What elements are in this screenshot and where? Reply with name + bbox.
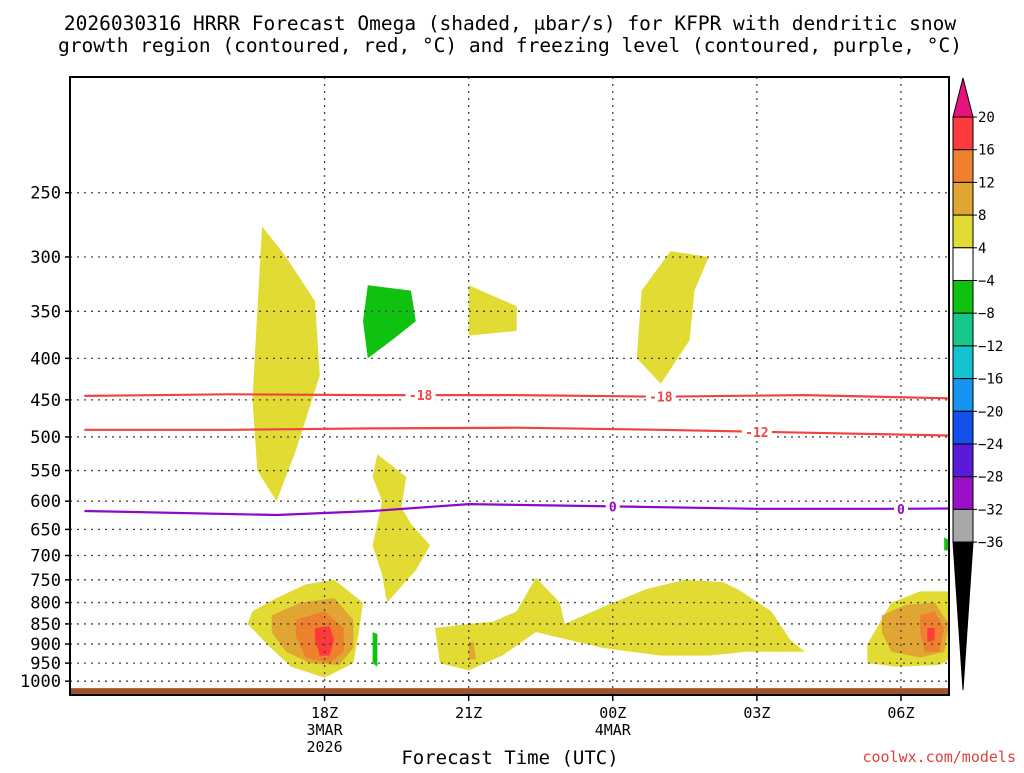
contour-label-background — [405, 388, 436, 403]
colorbar-swatch — [952, 378, 974, 412]
ground-surface — [70, 688, 949, 695]
colorbar-label: 12 — [978, 175, 995, 191]
x-tick-label: 00Z — [599, 704, 626, 722]
colorbar-label: −24 — [978, 437, 1003, 453]
x-tick-label: 18Z — [311, 704, 338, 722]
x-tick-label: 03Z — [743, 704, 770, 722]
colorbar-swatch — [952, 181, 974, 216]
colorbar-swatch — [952, 280, 974, 314]
y-tick-label: 950 — [30, 654, 61, 674]
contour-label-background — [645, 389, 676, 404]
colorbar-lower-triangle — [952, 541, 974, 691]
colorbar-swatch — [952, 116, 974, 151]
omega-colorbar: 20 16 12 8 4 −4 −8 −12 −16 −20 −24 −28 −32 −36 — [952, 77, 1003, 691]
y-tick-label: 300 — [30, 248, 61, 268]
y-tick-label: 550 — [30, 462, 61, 482]
colorbar-swatch — [952, 476, 974, 510]
colorbar-swatch — [952, 508, 974, 543]
x-tick-label: 21Z — [455, 704, 482, 722]
omega-region — [435, 577, 805, 671]
x-tick-label: 2026 — [307, 738, 343, 756]
y-tick-label: 400 — [30, 349, 61, 369]
contour-line — [84, 502, 949, 517]
chart-title-line-2: growth region (contoured, red, °C) and f… — [58, 34, 962, 57]
credit-text: coolwx.com/models — [862, 748, 1016, 766]
colorbar-label: −36 — [978, 535, 1003, 551]
y-tick-label: 800 — [30, 594, 61, 614]
y-tick-label: 600 — [30, 492, 61, 512]
omega-region — [252, 226, 320, 502]
colorbar-swatch — [952, 149, 974, 183]
omega-region — [636, 251, 709, 384]
contour-label-background — [741, 424, 772, 439]
omega-region — [468, 285, 517, 336]
colorbar-swatch — [952, 214, 974, 249]
colorbar-swatch — [952, 345, 974, 380]
colorbar-label: 8 — [978, 208, 986, 224]
y-tick-label: 900 — [30, 635, 61, 655]
plot-background — [70, 77, 949, 695]
colorbar-label: −4 — [978, 274, 995, 290]
y-tick-label: 350 — [30, 302, 61, 322]
contour-label: 0 — [609, 500, 617, 515]
colorbar-swatch — [952, 443, 974, 478]
contour-label: -12 — [745, 426, 768, 441]
colorbar-swatch — [952, 410, 974, 445]
colorbar-label: −8 — [978, 306, 995, 322]
y-tick-label: 450 — [30, 391, 61, 411]
contour-label-background — [893, 501, 908, 516]
colorbar-label: −16 — [978, 372, 1003, 388]
x-tick-label: 4MAR — [595, 721, 632, 739]
y-tick-label: 500 — [30, 428, 61, 448]
colorbar-label: −12 — [978, 339, 1003, 355]
colorbar-label: 16 — [978, 143, 995, 159]
y-tick-label: 750 — [30, 571, 61, 591]
omega-region — [987, 598, 1021, 654]
x-tick-label: 06Z — [887, 704, 914, 722]
omega-region — [944, 537, 949, 551]
y-tick-label: 850 — [30, 615, 61, 635]
y-tick-label: 700 — [30, 547, 61, 567]
contour-label: -18 — [649, 391, 673, 406]
omega-region — [372, 632, 378, 667]
contour-label: -18 — [409, 389, 433, 404]
y-tick-label: 250 — [30, 184, 61, 204]
colorbar-upper-triangle — [952, 77, 974, 118]
x-tick-label: 3MAR — [307, 721, 344, 739]
omega-region — [927, 628, 935, 643]
contour-label-background — [605, 499, 620, 514]
omega-region — [363, 285, 416, 359]
colorbar-label: −20 — [978, 404, 1003, 420]
colorbar-label: −32 — [978, 502, 1003, 518]
contour-line — [84, 426, 949, 437]
colorbar-swatch — [952, 247, 974, 282]
gridlines — [70, 77, 949, 695]
axes: 2503003504004505005506006507007508008509… — [20, 76, 950, 756]
x-axis-label: Forecast Time (UTC) — [401, 747, 618, 768]
omega-region — [992, 613, 1006, 640]
colorbar-swatch — [952, 312, 974, 347]
omega-region — [468, 642, 476, 660]
temperature-contours: -18 -18 -12 0 0 — [84, 388, 949, 518]
plot-frame — [69, 76, 950, 696]
y-tick-label: 1000 — [20, 672, 61, 692]
omega-region — [372, 454, 431, 603]
plot-area — [70, 77, 1021, 695]
contour-label: 0 — [897, 503, 905, 518]
y-tick-label: 650 — [30, 520, 61, 540]
colorbar-label: 4 — [978, 241, 986, 257]
colorbar-label: −28 — [978, 470, 1003, 486]
omega-region — [315, 626, 335, 656]
chart-title-line-1: 2026030316 HRRR Forecast Omega (shaded, … — [64, 12, 956, 35]
colorbar-label: 20 — [978, 110, 995, 126]
